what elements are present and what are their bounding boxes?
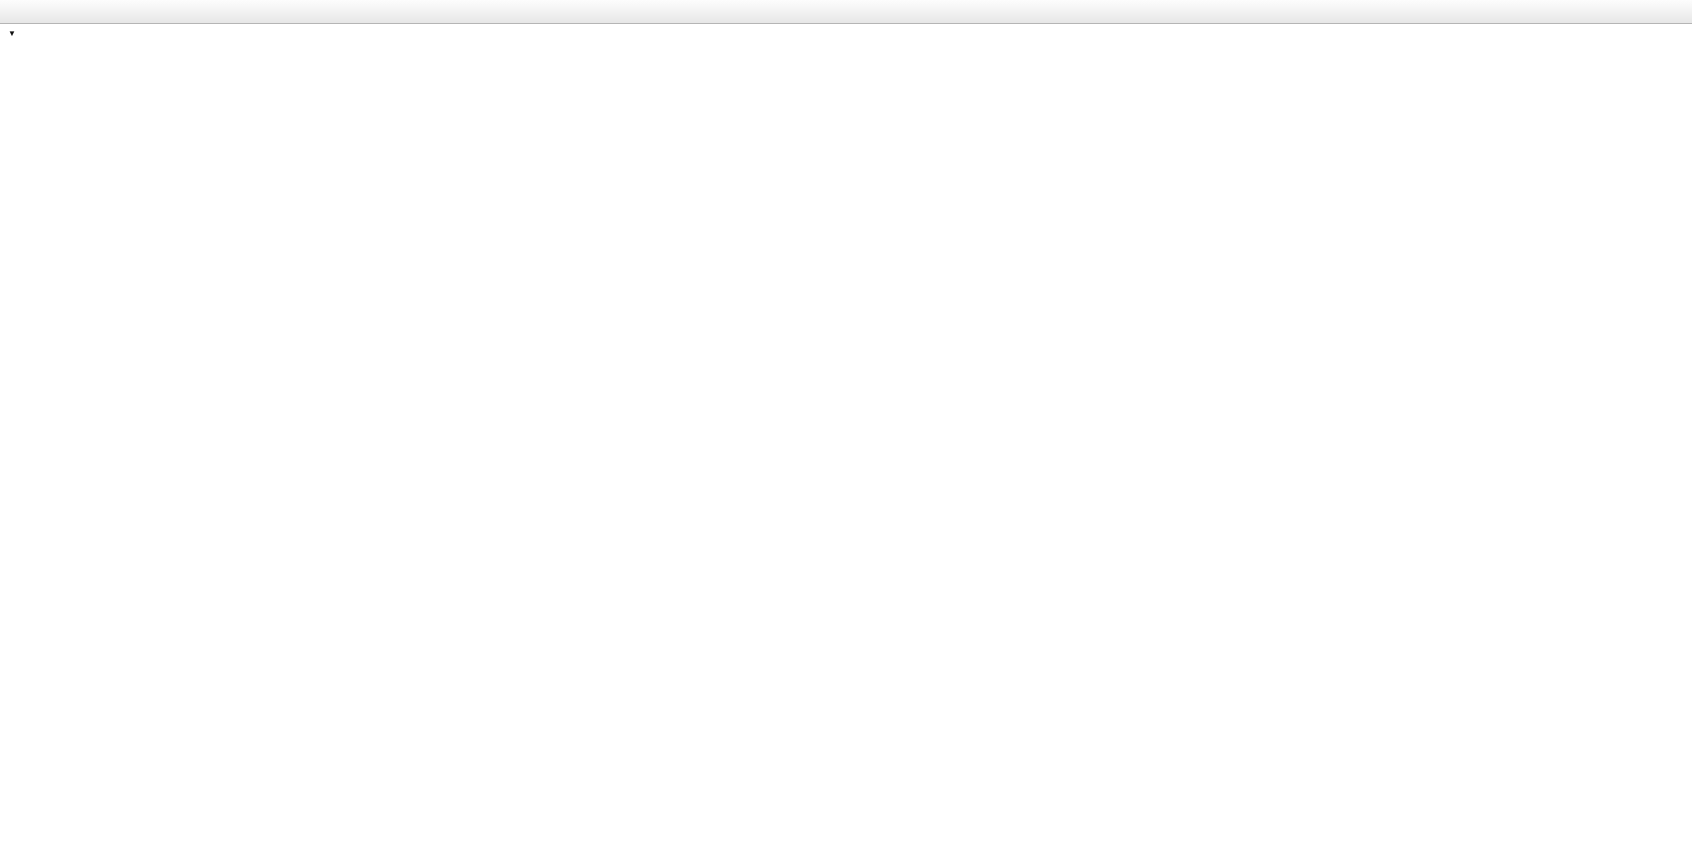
toolbar xyxy=(0,0,1692,24)
